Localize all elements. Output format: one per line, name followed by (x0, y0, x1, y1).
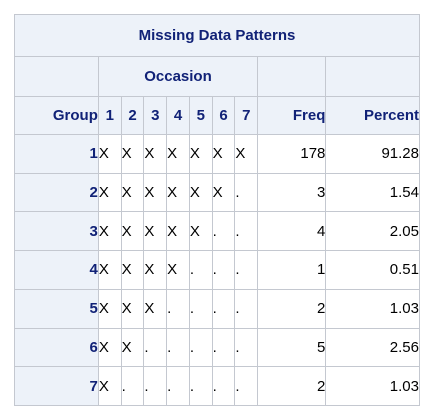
pattern-cell: . (234, 250, 259, 290)
table-title: Missing Data Patterns (14, 14, 420, 57)
freq-cell: 2 (257, 366, 327, 406)
pattern-cell: . (166, 288, 190, 329)
header-blank-cell (257, 56, 327, 97)
pattern-cell: X (120, 250, 145, 290)
pattern-cell: X (120, 288, 145, 329)
pattern-cell: . (188, 366, 213, 406)
table-row: 2 X X X X X X. 3 1.54 (14, 172, 420, 213)
pattern-cell: X (143, 211, 168, 252)
group-cell: 5 (14, 288, 99, 329)
pattern-cell: X (143, 288, 168, 329)
pattern-cell: X (143, 172, 168, 213)
pattern-cell: . (234, 327, 259, 368)
percent-cell: 1.03 (325, 366, 420, 406)
pattern-cell: . (211, 250, 236, 290)
header-blank-cell (325, 56, 420, 97)
freq-cell: 1 (257, 250, 327, 290)
group-column-header: Group (14, 96, 99, 135)
occasion-column-header: 3 (143, 96, 168, 135)
occasion-column-header: 2 (120, 96, 145, 135)
occasion-column-header: 4 (166, 96, 190, 135)
pattern-cell: X (188, 172, 213, 213)
pattern-cell: . (234, 366, 259, 406)
percent-cell: 0.51 (325, 250, 420, 290)
percent-cell: 2.05 (325, 211, 420, 252)
pattern-cell: . (211, 366, 236, 406)
pattern-cell: X (120, 211, 145, 252)
table-row: 3 X X X X X.. 4 2.05 (14, 211, 420, 252)
pattern-cell: X (97, 366, 122, 406)
pattern-cell: X (166, 172, 190, 213)
pattern-cell: X (97, 134, 122, 174)
pattern-cell: X (120, 172, 145, 213)
occasion-column-header: 7 (234, 96, 259, 135)
pattern-cell: . (211, 211, 236, 252)
pattern-cell: X (120, 134, 145, 174)
pattern-cell: X (143, 134, 168, 174)
pattern-cell: . (166, 327, 190, 368)
percent-column-header: Percent (325, 96, 420, 135)
pattern-cell: . (120, 366, 145, 406)
group-cell: 2 (14, 172, 99, 213)
pattern-cell: X (97, 327, 122, 368)
table-row: 6 X X..... 5 2.56 (14, 327, 420, 368)
freq-cell: 5 (257, 327, 327, 368)
pattern-cell: . (143, 366, 168, 406)
pattern-cell: . (211, 327, 236, 368)
pattern-cell: X (234, 134, 259, 174)
pattern-cell: X (166, 134, 190, 174)
pattern-cell: . (188, 288, 213, 329)
table-row: 4 X X X X... 1 0.51 (14, 250, 420, 290)
pattern-cell: X (166, 250, 190, 290)
percent-cell: 2.56 (325, 327, 420, 368)
freq-cell: 4 (257, 211, 327, 252)
pattern-cell: . (234, 172, 259, 213)
freq-column-header: Freq (257, 96, 327, 135)
pattern-cell: X (166, 211, 190, 252)
table-row: 1 X X X X X X X 178 91.28 (14, 134, 420, 174)
occasion-column-header: 1 (97, 96, 122, 135)
freq-cell: 178 (257, 134, 327, 174)
occasion-column-header: 6 (211, 96, 236, 135)
pattern-cell: X (143, 250, 168, 290)
missing-data-patterns-table: Missing Data Patterns Occasion Group 1 2… (14, 14, 420, 406)
pattern-cell: X (211, 134, 236, 174)
table-body: 1 X X X X X X X 178 91.28 2 X X X X X X. 3 1.54 3 X X X X X.. 4 2.… (14, 134, 420, 406)
table-row: 5 X X X.... 2 1.03 (14, 288, 420, 329)
pattern-cell: . (234, 211, 259, 252)
occasion-header: Occasion (97, 56, 259, 97)
pattern-cell: X (97, 250, 122, 290)
occasion-column-header: 5 (188, 96, 213, 135)
group-cell: 6 (14, 327, 99, 368)
header-blank-cell (14, 56, 99, 97)
pattern-cell: . (166, 366, 190, 406)
pattern-cell: X (188, 134, 213, 174)
pattern-cell: X (97, 211, 122, 252)
percent-cell: 1.54 (325, 172, 420, 213)
pattern-cell: X (120, 327, 145, 368)
group-cell: 7 (14, 366, 99, 406)
pattern-cell: . (143, 327, 168, 368)
pattern-cell: X (211, 172, 236, 213)
pattern-cell: . (188, 327, 213, 368)
group-cell: 3 (14, 211, 99, 252)
pattern-cell: X (188, 211, 213, 252)
pattern-cell: X (97, 172, 122, 213)
pattern-cell: X (97, 288, 122, 329)
group-cell: 4 (14, 250, 99, 290)
freq-cell: 2 (257, 288, 327, 329)
pattern-cell: . (188, 250, 213, 290)
percent-cell: 91.28 (325, 134, 420, 174)
pattern-cell: . (211, 288, 236, 329)
percent-cell: 1.03 (325, 288, 420, 329)
pattern-cell: . (234, 288, 259, 329)
table-row: 7 X...... 2 1.03 (14, 366, 420, 406)
freq-cell: 3 (257, 172, 327, 213)
group-cell: 1 (14, 134, 99, 174)
